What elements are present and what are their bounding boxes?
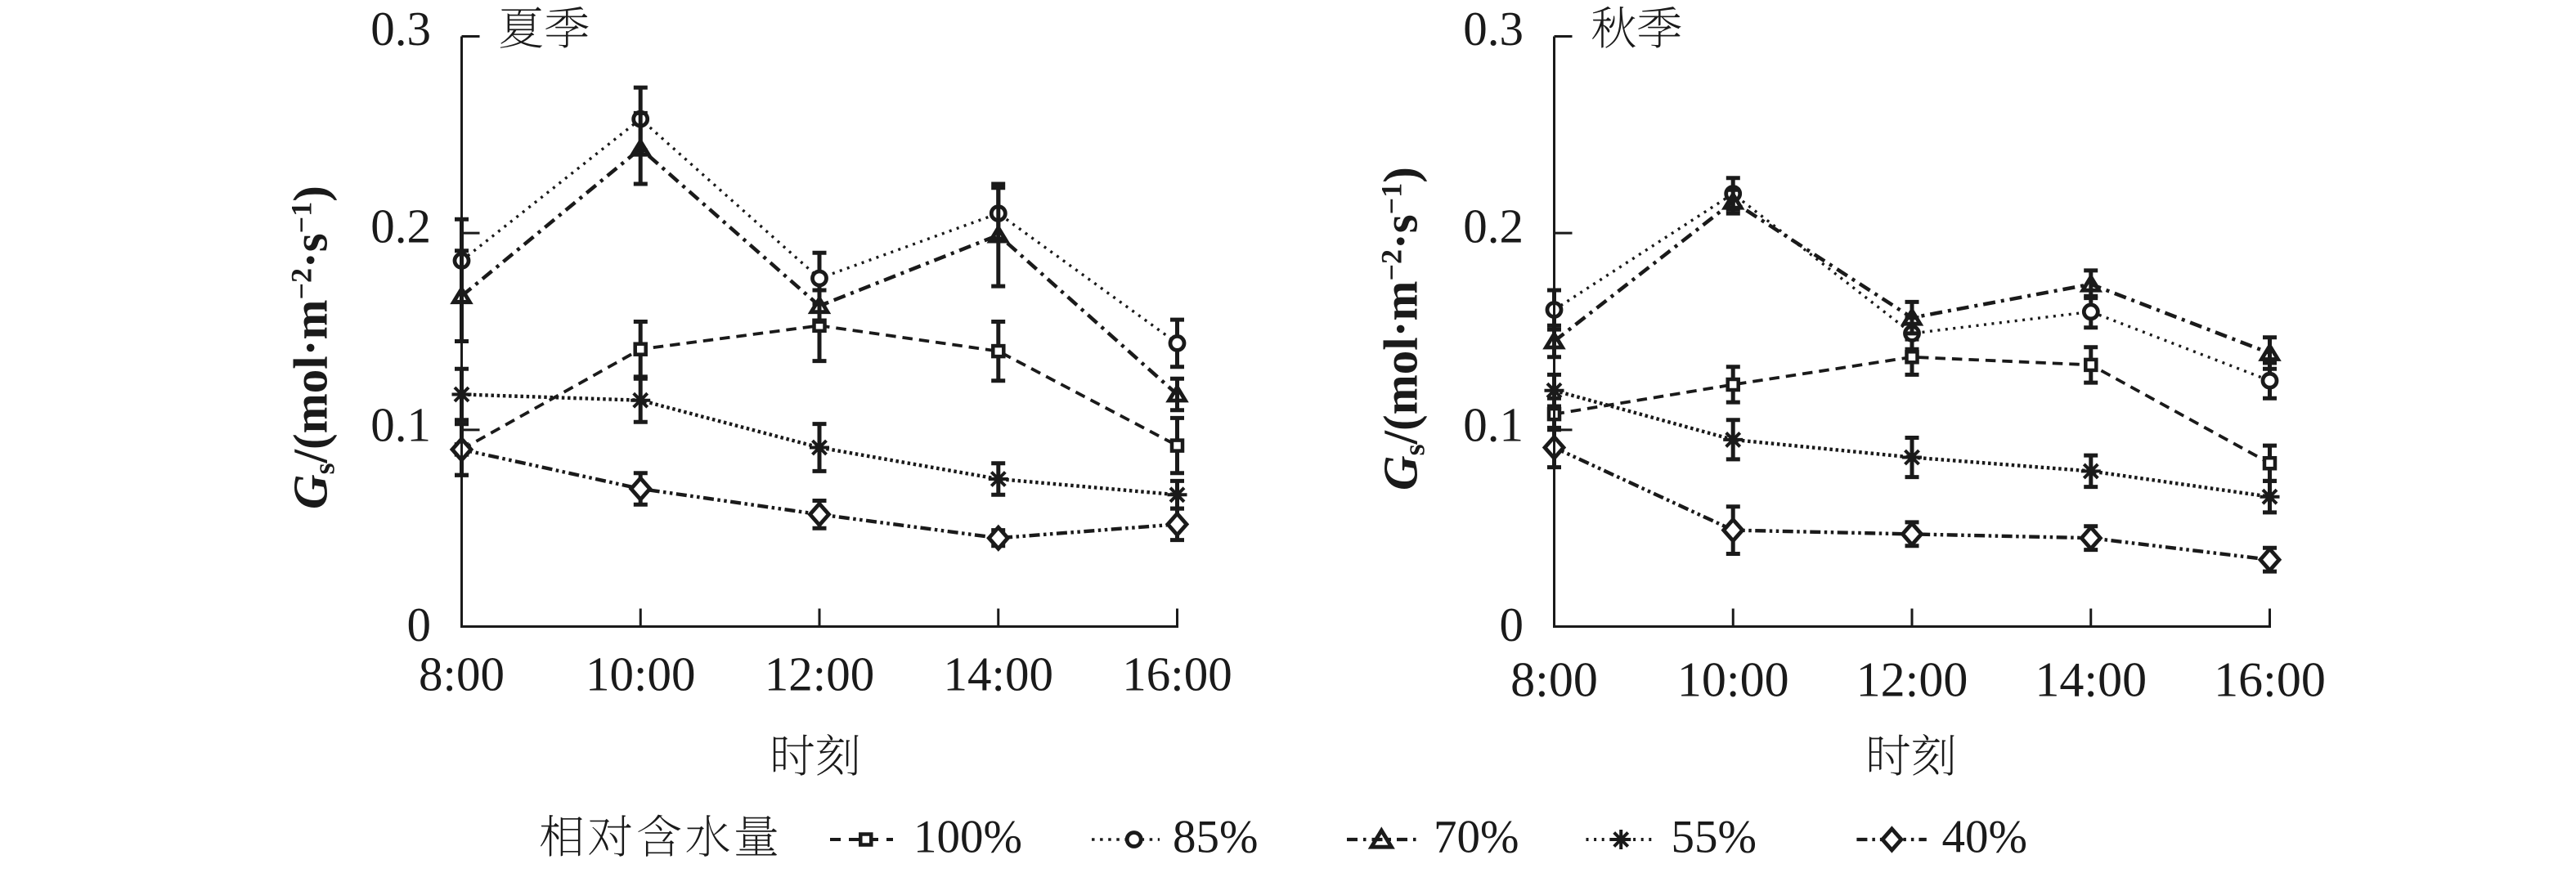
svg-text:0: 0: [1500, 598, 1524, 651]
svg-text:0.3: 0.3: [1463, 2, 1524, 56]
svg-text:10:00: 10:00: [1677, 653, 1789, 707]
svg-text:Gs/(mol·m−2·s−1): Gs/(mol·m−2·s−1): [1374, 167, 1431, 490]
svg-text:100%: 100%: [913, 812, 1022, 863]
svg-text:Gs/(mol·m−2·s−1): Gs/(mol·m−2·s−1): [284, 186, 341, 509]
svg-text:0.1: 0.1: [1463, 398, 1524, 452]
svg-text:12:00: 12:00: [765, 647, 874, 701]
svg-text:0.2: 0.2: [1463, 199, 1524, 253]
svg-text:16:00: 16:00: [1122, 647, 1232, 701]
svg-text:70%: 70%: [1434, 812, 1519, 863]
svg-text:55%: 55%: [1672, 812, 1757, 863]
svg-text:8:00: 8:00: [1510, 653, 1598, 707]
svg-text:8:00: 8:00: [419, 647, 505, 701]
svg-text:40%: 40%: [1942, 812, 2027, 863]
svg-text:16:00: 16:00: [2214, 653, 2326, 707]
svg-text:0.2: 0.2: [370, 199, 431, 253]
svg-text:85%: 85%: [1173, 812, 1258, 863]
svg-text:0: 0: [407, 598, 432, 651]
svg-text:12:00: 12:00: [1856, 653, 1968, 707]
svg-text:14:00: 14:00: [944, 647, 1053, 701]
svg-text:0.3: 0.3: [370, 2, 431, 56]
svg-text:10:00: 10:00: [586, 647, 695, 701]
svg-text:14:00: 14:00: [2035, 653, 2147, 707]
svg-text:0.1: 0.1: [370, 398, 431, 452]
